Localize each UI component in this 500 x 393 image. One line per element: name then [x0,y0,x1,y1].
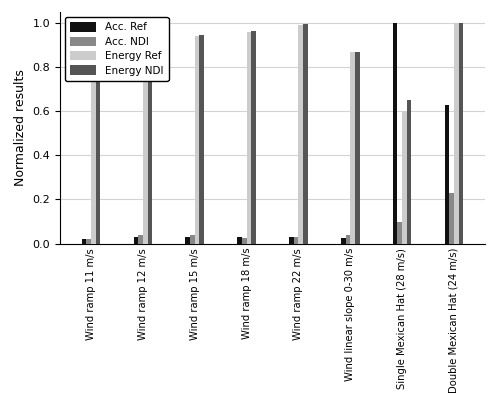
Bar [186,237,190,244]
Bar [134,237,138,244]
Bar [350,51,355,244]
Bar [341,238,345,244]
Bar [246,32,252,244]
Bar [190,235,195,244]
Bar [82,239,86,244]
Bar [303,24,308,244]
Bar [294,237,298,244]
Bar [143,45,148,244]
Bar [346,235,350,244]
Bar [289,237,294,244]
Bar [238,237,242,244]
Bar [195,36,200,244]
Y-axis label: Normalized results: Normalized results [14,69,27,186]
Bar [148,43,152,244]
Bar [86,239,91,244]
Bar [458,23,463,244]
Bar [355,51,360,244]
Bar [91,47,96,244]
Legend: Acc. Ref, Acc. NDI, Energy Ref, Energy NDI: Acc. Ref, Acc. NDI, Energy Ref, Energy N… [65,17,168,81]
Bar [454,23,458,244]
Bar [406,100,412,244]
Bar [444,105,449,244]
Bar [138,235,143,244]
Bar [252,31,256,244]
Bar [392,23,398,244]
Bar [242,238,246,244]
Bar [96,47,100,244]
Bar [200,35,204,244]
Bar [398,222,402,244]
Bar [402,111,406,244]
Bar [449,193,454,244]
Bar [298,25,303,244]
